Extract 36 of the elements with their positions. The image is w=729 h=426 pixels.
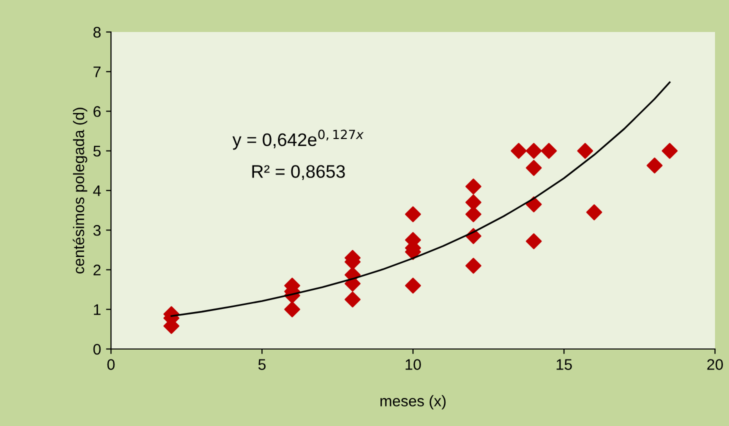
point	[405, 206, 421, 222]
y-tick-label: 5	[93, 146, 101, 157]
point	[465, 194, 482, 210]
annotation: R² = 0,8653	[252, 165, 345, 180]
y-tick-label: 3	[93, 224, 101, 236]
point	[344, 291, 361, 308]
y-axis-title: centésimos polegada (d)	[72, 108, 88, 274]
point	[586, 204, 602, 220]
point	[577, 142, 594, 159]
point	[526, 160, 542, 176]
x-tick-label: 10	[406, 359, 421, 370]
point	[526, 233, 542, 250]
point	[510, 142, 527, 159]
point	[465, 258, 482, 274]
y-tick-label: 7	[94, 66, 101, 78]
point	[646, 158, 663, 174]
point	[465, 178, 482, 195]
y-tick-label: 6	[94, 106, 101, 117]
x-axis-title: meses (x)	[380, 395, 446, 410]
point	[284, 301, 300, 318]
point	[540, 142, 557, 159]
x-tick-label: 20	[707, 359, 723, 370]
x-tick-label: 15	[556, 359, 572, 370]
point	[526, 142, 542, 159]
x-tick-label: 5	[258, 359, 266, 370]
point	[526, 196, 542, 212]
annotation: y = 0,642e$^{0,127x}$	[232, 130, 364, 150]
y-tick-label: 0	[93, 344, 101, 355]
y-tick-label: 1	[94, 304, 101, 315]
point	[405, 278, 421, 294]
y-tick-label: 4	[93, 186, 101, 196]
y-tick-label: 2	[94, 264, 101, 276]
point	[662, 142, 678, 159]
x-tick-label: 0	[107, 359, 115, 370]
y-tick-label: 8	[93, 26, 101, 38]
point	[465, 206, 482, 222]
